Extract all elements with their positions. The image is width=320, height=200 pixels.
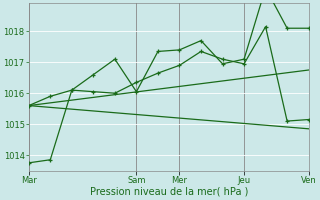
- X-axis label: Pression niveau de la mer( hPa ): Pression niveau de la mer( hPa ): [90, 187, 248, 197]
